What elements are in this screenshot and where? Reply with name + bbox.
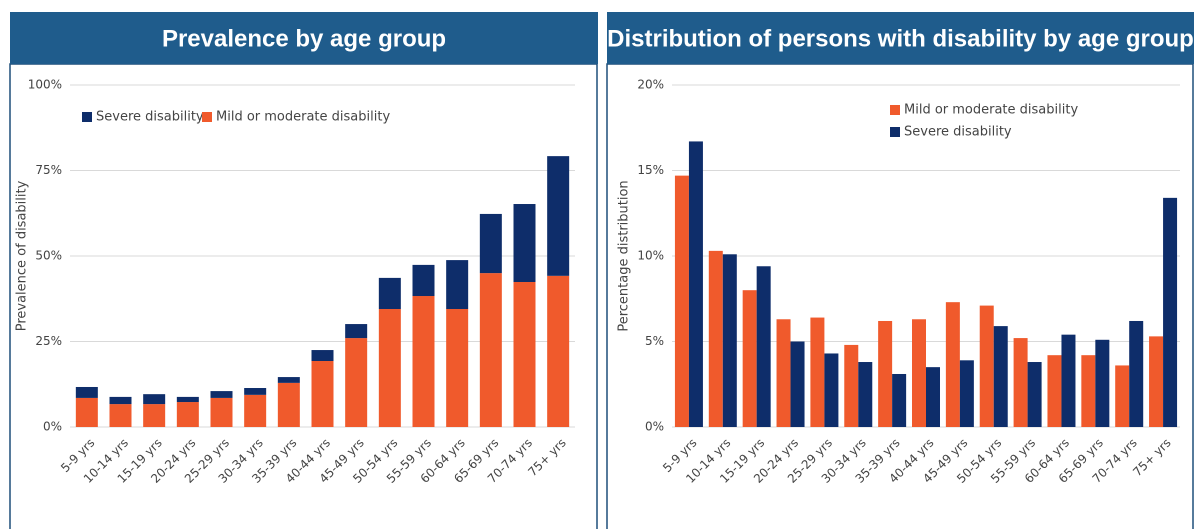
y-tick-label: 100% bbox=[28, 78, 62, 92]
y-tick-label: 50% bbox=[35, 249, 62, 263]
bar bbox=[790, 341, 805, 427]
bar bbox=[844, 344, 859, 427]
bar bbox=[945, 302, 960, 427]
bar bbox=[708, 250, 723, 427]
bar-segment bbox=[176, 402, 199, 427]
bar bbox=[878, 320, 893, 427]
legend-label: Severe disability bbox=[904, 125, 1012, 140]
bar-segment bbox=[479, 213, 502, 274]
y-tick-label: 25% bbox=[35, 334, 62, 348]
y-tick-label: 0% bbox=[645, 420, 664, 434]
bar bbox=[926, 367, 940, 427]
bar bbox=[892, 373, 907, 427]
bar-segment bbox=[311, 360, 334, 427]
bar bbox=[1095, 339, 1110, 427]
bar bbox=[1115, 365, 1130, 427]
chart-title: Distribution of persons with disability … bbox=[607, 25, 1194, 52]
bar-segment bbox=[176, 396, 199, 403]
bar-segment bbox=[412, 264, 435, 297]
bar-segment bbox=[109, 404, 132, 427]
bar bbox=[776, 319, 791, 427]
bar bbox=[858, 362, 873, 427]
bar bbox=[674, 175, 689, 427]
y-tick-label: 5% bbox=[645, 334, 664, 348]
y-axis-label: Prevalence of disability bbox=[15, 180, 30, 331]
legend-label: Severe disability bbox=[96, 110, 204, 125]
bar-segment bbox=[378, 277, 401, 310]
bar bbox=[1129, 320, 1144, 427]
bar bbox=[1081, 355, 1096, 427]
bar-segment bbox=[109, 396, 132, 405]
legend-label: Mild or moderate disability bbox=[904, 103, 1078, 118]
bar-segment bbox=[378, 309, 401, 427]
bar-segment bbox=[345, 338, 368, 427]
bar-segment bbox=[75, 386, 98, 398]
bar bbox=[756, 266, 771, 427]
bar-segment bbox=[547, 156, 570, 276]
bar-segment bbox=[277, 382, 300, 427]
bar bbox=[912, 319, 926, 427]
bar bbox=[1061, 334, 1076, 427]
bar-segment bbox=[547, 275, 570, 427]
panel bbox=[606, 63, 1194, 529]
legend-label: Mild or moderate disability bbox=[216, 110, 390, 125]
bar-segment bbox=[244, 394, 267, 427]
y-axis-label: Percentage distribution bbox=[617, 180, 632, 331]
bar bbox=[993, 326, 1008, 427]
y-tick-label: 10% bbox=[637, 249, 664, 263]
y-tick-label: 0% bbox=[43, 420, 62, 434]
bar bbox=[1027, 362, 1042, 427]
bar bbox=[688, 141, 703, 427]
bar bbox=[824, 353, 839, 427]
bar-segment bbox=[513, 281, 536, 427]
bar-segment bbox=[75, 397, 98, 427]
bar-segment bbox=[244, 388, 267, 395]
header bbox=[607, 12, 1194, 64]
bar bbox=[979, 305, 994, 427]
bar-segment bbox=[210, 397, 233, 427]
bar bbox=[722, 254, 737, 427]
bar-segment bbox=[345, 324, 368, 339]
bar bbox=[1163, 197, 1178, 427]
legend-swatch bbox=[202, 112, 212, 122]
chart-title: Prevalence by age group bbox=[162, 25, 446, 52]
bar-segment bbox=[143, 394, 166, 405]
bar bbox=[959, 360, 974, 427]
bar-segment bbox=[479, 273, 502, 427]
legend-swatch bbox=[890, 127, 900, 137]
y-tick-label: 15% bbox=[637, 163, 664, 177]
bar bbox=[1013, 338, 1028, 427]
bar bbox=[1047, 355, 1062, 427]
legend-swatch bbox=[82, 112, 92, 122]
bar-segment bbox=[446, 309, 469, 427]
header bbox=[10, 12, 598, 64]
bar bbox=[742, 290, 757, 427]
bar-segment bbox=[412, 296, 435, 427]
y-tick-label: 20% bbox=[637, 78, 664, 92]
bar bbox=[1149, 336, 1164, 427]
y-tick-label: 75% bbox=[35, 163, 62, 177]
bar-segment bbox=[446, 260, 469, 310]
legend-swatch bbox=[890, 105, 900, 115]
bar-segment bbox=[210, 391, 233, 398]
bar-segment bbox=[277, 377, 300, 383]
bar-segment bbox=[311, 350, 334, 361]
bar-segment bbox=[143, 404, 166, 427]
bar bbox=[810, 317, 825, 427]
bar-segment bbox=[513, 204, 536, 282]
